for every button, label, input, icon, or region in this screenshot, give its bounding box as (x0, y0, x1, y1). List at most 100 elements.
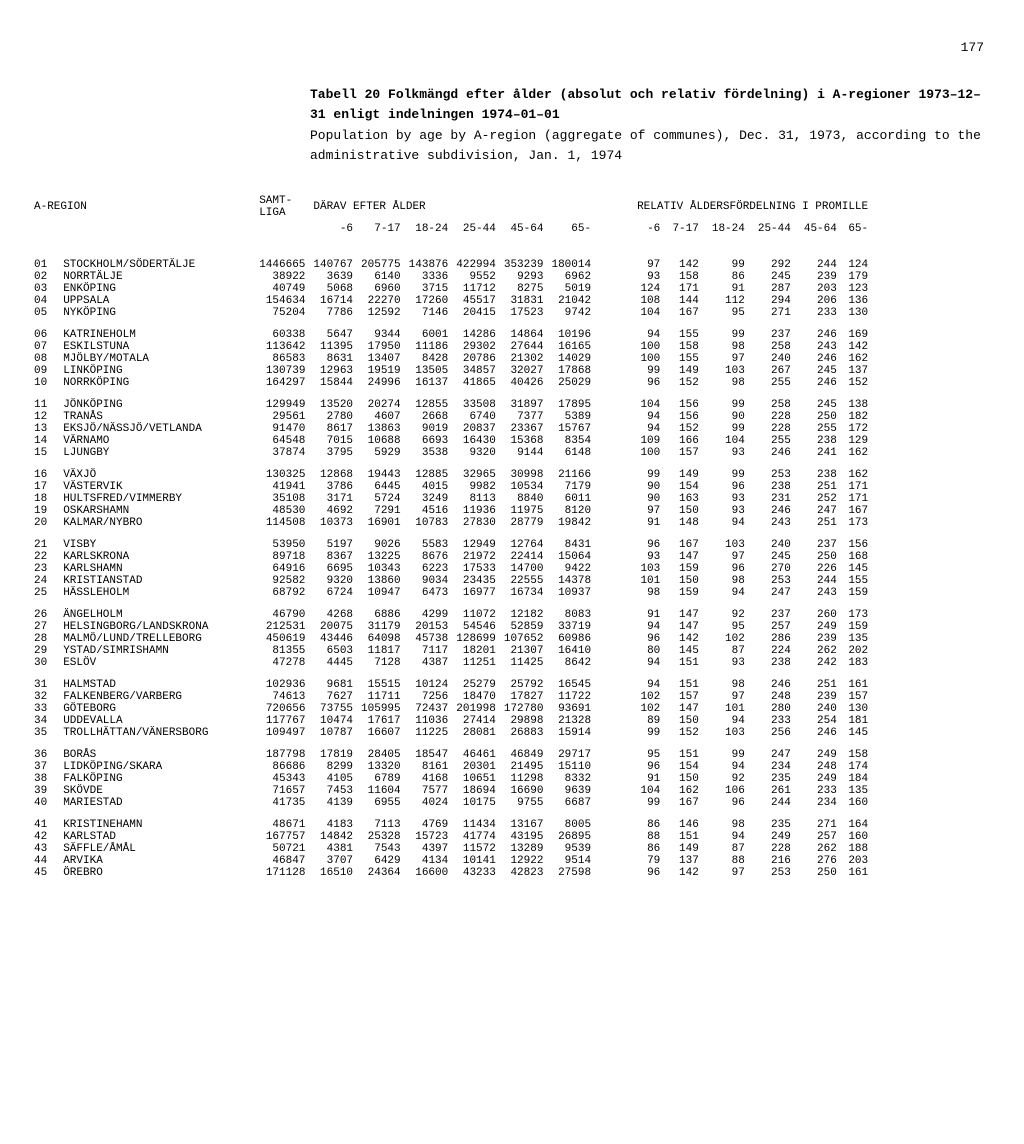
table-row: 19OSKARSHAMN4853046927291451611936119758… (30, 505, 872, 517)
cell: 245 (795, 399, 841, 411)
cell: 159 (841, 587, 872, 599)
region-code: 17 (30, 481, 59, 493)
cell: 16690 (500, 785, 548, 797)
cell: 188 (841, 843, 872, 855)
cell: 239 (795, 271, 841, 283)
cell: 29717 (547, 749, 595, 761)
cell: 249 (795, 749, 841, 761)
table-row: 05NYKÖPING752047786125927146204151752397… (30, 307, 872, 319)
cell: 123 (841, 283, 872, 295)
cell: 8431 (547, 539, 595, 551)
cell: 238 (749, 481, 795, 493)
cell: 135 (841, 633, 872, 645)
cell: 34857 (452, 365, 500, 377)
table-row: 22KARLSKRONA8971883671322586762197222414… (30, 551, 872, 563)
cell: 12922 (500, 855, 548, 867)
region-code: 42 (30, 831, 59, 843)
table-row: 24KRISTIANSTAD92582932013860903423435225… (30, 575, 872, 587)
cell: 99 (633, 365, 664, 377)
cell: 260 (795, 609, 841, 621)
cell: 94 (703, 517, 749, 529)
cell: 86 (703, 271, 749, 283)
cell: 246 (749, 447, 795, 459)
cell: 8005 (547, 819, 595, 831)
cell: 247 (795, 505, 841, 517)
cell: 96 (703, 563, 749, 575)
region-name: FALKÖPING (59, 773, 255, 785)
cell: 164297 (255, 377, 309, 389)
cell: 7146 (405, 307, 453, 319)
cell: 9552 (452, 271, 500, 283)
cell: 205775 (357, 259, 405, 271)
region-name: EKSJÖ/NÄSSJÖ/VETLANDA (59, 423, 255, 435)
cell: 257 (749, 621, 795, 633)
cell: 15064 (547, 551, 595, 563)
cell: 250 (795, 411, 841, 423)
cell: 9320 (309, 575, 357, 587)
table-row: 26ÄNGELHOLM46790426868864299110721218280… (30, 609, 872, 621)
region-code: 20 (30, 517, 59, 529)
cell: 4183 (309, 819, 357, 831)
cell: 46790 (255, 609, 309, 621)
col-samt-header: SAMT-LIGA (255, 195, 309, 223)
cell: 130 (841, 307, 872, 319)
table-row: 10NORRKÖPING1642971584424996161374186540… (30, 377, 872, 389)
table-row: 43SÄFFLE/ÅMÅL507214381754343971157213289… (30, 843, 872, 855)
cell: 19519 (357, 365, 405, 377)
cell: 167757 (255, 831, 309, 843)
cell: 90 (633, 481, 664, 493)
cell: 5197 (309, 539, 357, 551)
cell: 11604 (357, 785, 405, 797)
region-code: 31 (30, 679, 59, 691)
table-row: 16VÄXJÖ130325128681944312885329653099821… (30, 469, 872, 481)
cell: 151 (664, 657, 703, 669)
table-row: 23KARLSHAMN64916669510343622317533147009… (30, 563, 872, 575)
cell: 38922 (255, 271, 309, 283)
cell: 93 (633, 271, 664, 283)
cell: 117767 (255, 715, 309, 727)
region-name: FALKENBERG/VARBERG (59, 691, 255, 703)
cell: 11186 (405, 341, 453, 353)
cell: 20415 (452, 307, 500, 319)
cell: 202 (841, 645, 872, 657)
cell: 22270 (357, 295, 405, 307)
cell: 720656 (255, 703, 309, 715)
cell: 64548 (255, 435, 309, 447)
cell: 17827 (500, 691, 548, 703)
cell: 99 (633, 469, 664, 481)
cell: 100 (633, 447, 664, 459)
cell: 15515 (357, 679, 405, 691)
cell: 3336 (405, 271, 453, 283)
cell: 145 (664, 645, 703, 657)
cell: 149 (664, 469, 703, 481)
region-code: 26 (30, 609, 59, 621)
cell: 81355 (255, 645, 309, 657)
cell: 96 (633, 377, 664, 389)
cell: 156 (664, 411, 703, 423)
table-row: 18HULTSFRED/VIMMERBY35108317157243249811… (30, 493, 872, 505)
cell: 9982 (452, 481, 500, 493)
cell: 129 (841, 435, 872, 447)
cell: 9755 (500, 797, 548, 809)
region-name: KALMAR/NYBRO (59, 517, 255, 529)
cell: 11298 (500, 773, 548, 785)
cell: 3795 (309, 447, 357, 459)
cell: 9034 (405, 575, 453, 587)
cell: 23435 (452, 575, 500, 587)
cell: 94 (633, 621, 664, 633)
cell: 32027 (500, 365, 548, 377)
cell: 160 (841, 831, 872, 843)
cell: 130 (841, 703, 872, 715)
region-code: 39 (30, 785, 59, 797)
cell: 47278 (255, 657, 309, 669)
cell: 8631 (309, 353, 357, 365)
cell: 86 (633, 819, 664, 831)
cell: 102 (633, 691, 664, 703)
cell: 183 (841, 657, 872, 669)
cell: 91 (703, 283, 749, 295)
cell: 13167 (500, 819, 548, 831)
region-code: 01 (30, 259, 59, 271)
cell: 13289 (500, 843, 548, 855)
cell: 15368 (500, 435, 548, 447)
region-name: TRANÅS (59, 411, 255, 423)
